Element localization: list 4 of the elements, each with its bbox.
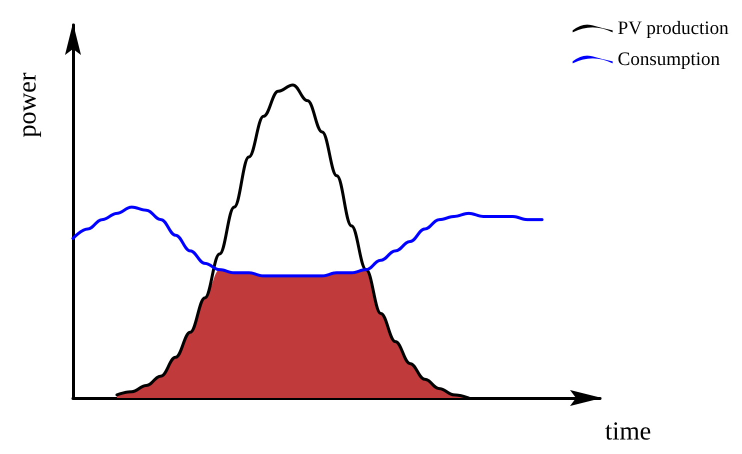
y-axis-title: power	[12, 72, 42, 138]
legend-label: PV production	[618, 18, 730, 39]
x-axis-title: time	[605, 416, 652, 446]
legend-label: Consumption	[618, 49, 721, 70]
